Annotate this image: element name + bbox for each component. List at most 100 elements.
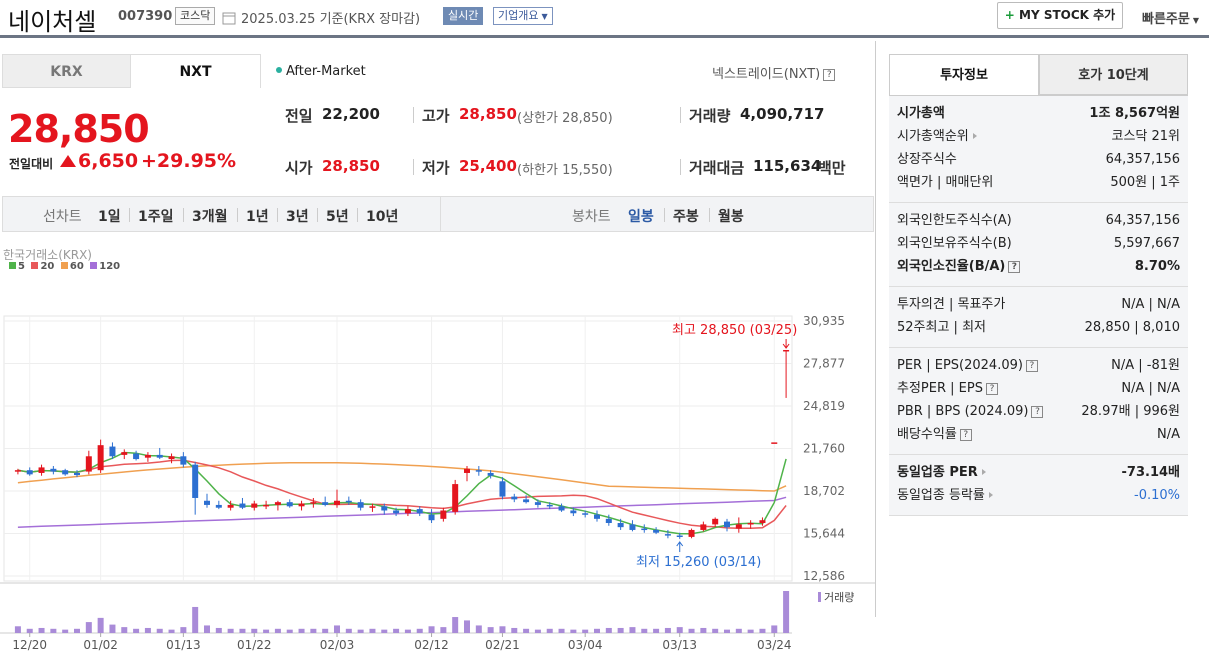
x-tick-label: 12/20 <box>12 638 47 652</box>
help-icon[interactable]: ? <box>823 69 836 81</box>
volume-bar <box>629 627 636 633</box>
info-key-text: 외국인소진율(B/A) <box>897 259 1006 274</box>
candle-weekly[interactable]: 주봉 <box>673 209 699 225</box>
volume-bar <box>393 628 400 633</box>
period-10y[interactable]: 10년 <box>366 209 399 225</box>
volume-bar <box>747 629 754 633</box>
period-3m[interactable]: 3개월 <box>192 209 228 225</box>
info-value: 8.70% <box>1134 259 1180 274</box>
price-panel: KRX NXT After-Market 넥스트레이드(NXT)? 28,850… <box>0 41 876 652</box>
candle-monthly[interactable]: 월봉 <box>718 209 744 225</box>
period-3y[interactable]: 3년 <box>286 209 309 225</box>
candle-body <box>688 529 695 537</box>
period-1y[interactable]: 1년 <box>246 209 269 225</box>
help-icon[interactable]: ? <box>1008 261 1021 273</box>
ma20-label: 20 <box>40 261 55 272</box>
info-row: 배당수익률? N/A <box>897 423 1180 446</box>
help-icon[interactable]: ? <box>1025 360 1038 372</box>
stock-code: 007390 <box>118 9 173 24</box>
volume-bar <box>26 628 33 633</box>
divider <box>680 159 681 175</box>
change-label: 전일대비 <box>9 157 54 171</box>
volume-bar <box>369 628 376 633</box>
candle-body <box>629 524 636 530</box>
chevron-right-icon <box>988 492 993 498</box>
volume-bar <box>204 625 210 633</box>
market-badge: 코스닥 <box>175 7 216 25</box>
volume-bar <box>310 628 317 633</box>
ma60-swatch-icon <box>60 262 68 269</box>
tab-order-book[interactable]: 호가 10단계 <box>1039 54 1188 95</box>
tab-invest-info[interactable]: 투자정보 <box>889 54 1039 95</box>
candle-body <box>121 452 128 455</box>
info-key[interactable]: 동일업종 등락률 <box>897 484 993 507</box>
volume-bar <box>381 629 388 633</box>
help-icon[interactable]: ? <box>959 429 972 441</box>
candle-body <box>62 470 69 475</box>
candle-body <box>499 481 506 497</box>
info-row: 액면가 | 매매단위 500원 | 1주 <box>897 171 1180 194</box>
divider <box>357 208 358 222</box>
volume-bar <box>735 628 742 633</box>
period-5y[interactable]: 5년 <box>326 209 349 225</box>
base-date: 2025.03.25 기준(KRX 장마감) <box>241 12 421 27</box>
info-value: -0.10% <box>1134 488 1180 503</box>
amount-unit: 백만 <box>818 159 846 177</box>
volume-bar <box>771 625 778 633</box>
info-group: 외국인한도주식수(A) 64,357,156 외국인보유주식수(B) 5,597,66… <box>889 203 1188 287</box>
high-value: 28,850 <box>459 105 517 123</box>
x-tick-label: 02/21 <box>485 638 520 652</box>
volume-bar <box>664 627 671 633</box>
candle-body <box>215 504 222 508</box>
help-icon[interactable]: ? <box>1031 406 1044 418</box>
volume-bar <box>14 626 21 633</box>
quick-order-button[interactable]: 빠른주문 ▼ <box>1142 8 1199 27</box>
high-label: 고가 <box>422 107 450 125</box>
amount-value: 115,634 <box>753 157 822 175</box>
candle-body <box>322 502 329 505</box>
help-icon[interactable]: ? <box>985 383 998 395</box>
period-1w[interactable]: 1주일 <box>138 209 174 225</box>
open-value: 28,850 <box>322 157 380 175</box>
lower-limit: (하한가 15,550) <box>517 163 613 178</box>
info-key: 상장주식수 <box>897 148 957 171</box>
y-tick-label: 18,702 <box>803 484 845 498</box>
volume-bar <box>239 628 246 633</box>
volume-value: 4,090,717 <box>740 105 825 123</box>
candle-body <box>38 467 45 473</box>
candle-body <box>109 446 116 457</box>
company-overview-dropdown[interactable]: 기업개요 ▼ <box>493 7 553 25</box>
volume-bar <box>582 629 589 633</box>
divider <box>237 208 238 222</box>
my-stock-add-button[interactable]: + MY STOCK 추가 <box>997 2 1123 29</box>
volume-bar <box>546 628 553 633</box>
divider <box>664 208 665 222</box>
divider <box>413 159 414 175</box>
divider <box>413 107 414 123</box>
high-arrow-icon <box>782 339 790 349</box>
ma120-label: 120 <box>99 261 121 272</box>
info-key-text: PER | EPS(2024.09) <box>897 358 1023 373</box>
volume-bar <box>121 627 128 633</box>
y-tick-label: 21,760 <box>803 442 845 456</box>
period-1d[interactable]: 1일 <box>98 209 121 225</box>
volume-bar <box>74 628 80 633</box>
candle-body <box>617 522 624 528</box>
realtime-badge[interactable]: 실시간 <box>443 7 484 25</box>
candle-body <box>26 470 33 475</box>
price-chart[interactable]: 30,935 27,877 24,819 21,760 18,702 15,644 12,5… <box>0 276 875 652</box>
tab-krx[interactable]: KRX <box>2 54 131 88</box>
info-value: 코스닥 21위 <box>1111 129 1180 144</box>
info-key[interactable]: 동일업종 PER <box>897 461 986 484</box>
candle-daily[interactable]: 일봉 <box>628 209 654 225</box>
candle-body <box>487 472 494 476</box>
change-percent: +29.95% <box>141 150 237 172</box>
volume-bar <box>263 629 270 633</box>
info-key[interactable]: 시가총액순위 <box>897 125 977 148</box>
tab-nxt[interactable]: NXT <box>131 54 261 88</box>
volume-bar <box>180 627 187 633</box>
x-tick-label: 01/13 <box>166 638 201 652</box>
ma60-line <box>17 461 787 492</box>
volume-bar <box>133 628 140 633</box>
candle-body <box>393 510 400 514</box>
